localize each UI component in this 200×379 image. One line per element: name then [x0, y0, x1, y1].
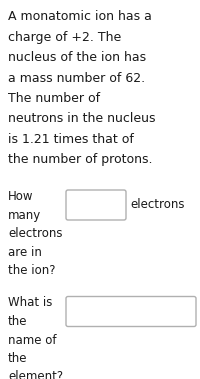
Text: name of: name of	[8, 334, 57, 346]
Text: element?: element?	[8, 371, 63, 379]
Text: the: the	[8, 315, 28, 328]
Text: nucleus of the ion has: nucleus of the ion has	[8, 51, 146, 64]
Text: are in: are in	[8, 246, 42, 258]
Text: a mass number of 62.: a mass number of 62.	[8, 72, 145, 85]
Text: many: many	[8, 208, 41, 221]
Text: neutrons in the nucleus: neutrons in the nucleus	[8, 113, 156, 125]
Text: A monatomic ion has a: A monatomic ion has a	[8, 10, 152, 23]
Text: is 1.21 times that of: is 1.21 times that of	[8, 133, 134, 146]
Text: the ion?: the ion?	[8, 264, 56, 277]
Text: charge of +2. The: charge of +2. The	[8, 30, 121, 44]
FancyBboxPatch shape	[66, 296, 196, 326]
Text: electrons: electrons	[8, 227, 62, 240]
Text: The number of: The number of	[8, 92, 100, 105]
Text: What is: What is	[8, 296, 52, 310]
Text: the number of protons.: the number of protons.	[8, 153, 153, 166]
Text: the: the	[8, 352, 28, 365]
Text: electrons: electrons	[130, 199, 184, 211]
Text: How: How	[8, 190, 34, 203]
FancyBboxPatch shape	[66, 190, 126, 220]
